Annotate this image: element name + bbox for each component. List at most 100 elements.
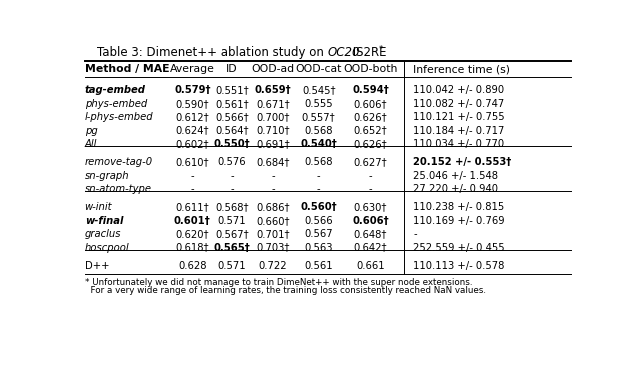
Text: -: - bbox=[317, 171, 321, 181]
Text: OOD-cat: OOD-cat bbox=[296, 64, 342, 74]
Text: 0.691†: 0.691† bbox=[256, 139, 290, 149]
Text: 27.220 +/- 0.940: 27.220 +/- 0.940 bbox=[413, 184, 499, 194]
Text: 0.686†: 0.686† bbox=[256, 202, 290, 212]
Text: 0.722: 0.722 bbox=[259, 261, 287, 271]
Text: 20.152 +/- 0.553†: 20.152 +/- 0.553† bbox=[413, 157, 511, 167]
Text: 0.545†: 0.545† bbox=[302, 85, 335, 95]
Text: * Unfortunately we did not manage to train DimeNet++ with the super node extensi: * Unfortunately we did not manage to tra… bbox=[84, 278, 472, 287]
Text: 0.626†: 0.626† bbox=[354, 112, 387, 122]
Text: -: - bbox=[191, 184, 194, 194]
Text: 0.630†: 0.630† bbox=[354, 202, 387, 212]
Text: 0.579†: 0.579† bbox=[174, 85, 211, 95]
Text: 0.652†: 0.652† bbox=[354, 126, 387, 136]
Text: 0.568†: 0.568† bbox=[215, 202, 249, 212]
Text: 0.567†: 0.567† bbox=[215, 229, 249, 239]
Text: 0.611†: 0.611† bbox=[175, 202, 209, 212]
Text: 0.576: 0.576 bbox=[218, 157, 246, 167]
Text: IS2RE: IS2RE bbox=[349, 46, 387, 58]
Text: -: - bbox=[369, 171, 372, 181]
Text: 0.568: 0.568 bbox=[305, 157, 333, 167]
Text: 110.184 +/- 0.717: 110.184 +/- 0.717 bbox=[413, 126, 504, 136]
Text: 0.659†: 0.659† bbox=[255, 85, 291, 95]
Text: -: - bbox=[369, 184, 372, 194]
Text: For a very wide range of learning rates, the training loss consistently reached : For a very wide range of learning rates,… bbox=[84, 286, 486, 295]
Text: phys-embed: phys-embed bbox=[84, 99, 147, 109]
Text: 0.601†: 0.601† bbox=[174, 216, 211, 226]
Text: 0.566: 0.566 bbox=[305, 216, 333, 226]
Text: 0.590†: 0.590† bbox=[175, 99, 209, 109]
Text: 110.113 +/- 0.578: 110.113 +/- 0.578 bbox=[413, 261, 504, 271]
Text: Table 3: Dimenet++ ablation study on: Table 3: Dimenet++ ablation study on bbox=[97, 46, 328, 58]
Text: 110.042 +/- 0.890: 110.042 +/- 0.890 bbox=[413, 85, 504, 95]
Text: 252.559 +/- 0.455: 252.559 +/- 0.455 bbox=[413, 243, 505, 253]
Text: -: - bbox=[413, 229, 417, 239]
Text: l-phys-embed: l-phys-embed bbox=[84, 112, 153, 122]
Text: 110.034 +/- 0.770: 110.034 +/- 0.770 bbox=[413, 139, 504, 149]
Text: 0.610†: 0.610† bbox=[175, 157, 209, 167]
Text: OOD-both: OOD-both bbox=[344, 64, 398, 74]
Text: Method / MAE: Method / MAE bbox=[84, 64, 169, 74]
Text: sn-graph: sn-graph bbox=[84, 171, 129, 181]
Text: 0.551†: 0.551† bbox=[215, 85, 249, 95]
Text: -: - bbox=[271, 171, 275, 181]
Text: 0.661: 0.661 bbox=[356, 261, 385, 271]
Text: 0.564†: 0.564† bbox=[215, 126, 249, 136]
Text: 0.626†: 0.626† bbox=[354, 139, 387, 149]
Text: pg: pg bbox=[84, 126, 97, 136]
Text: 0.684†: 0.684† bbox=[256, 157, 290, 167]
Text: 0.540†: 0.540† bbox=[300, 139, 337, 149]
Text: 0.550†: 0.550† bbox=[214, 139, 250, 149]
Text: 0.594†: 0.594† bbox=[352, 85, 389, 95]
Text: 0.671†: 0.671† bbox=[256, 99, 290, 109]
Text: -: - bbox=[271, 184, 275, 194]
Text: 0.565†: 0.565† bbox=[214, 243, 250, 253]
Text: 0.618†: 0.618† bbox=[175, 243, 209, 253]
Text: *: * bbox=[378, 45, 383, 54]
Text: 110.082 +/- 0.747: 110.082 +/- 0.747 bbox=[413, 99, 504, 109]
Text: 0.571: 0.571 bbox=[218, 216, 246, 226]
Text: 0.627†: 0.627† bbox=[354, 157, 387, 167]
Text: graclus: graclus bbox=[84, 229, 121, 239]
Text: OC20: OC20 bbox=[328, 46, 360, 58]
Text: 0.620†: 0.620† bbox=[175, 229, 209, 239]
Text: tag-embed: tag-embed bbox=[84, 85, 145, 95]
Text: 0.561: 0.561 bbox=[305, 261, 333, 271]
Text: 0.560†: 0.560† bbox=[300, 202, 337, 212]
Text: 0.700†: 0.700† bbox=[256, 112, 290, 122]
Text: hoscpool: hoscpool bbox=[84, 243, 129, 253]
Text: OOD-ad: OOD-ad bbox=[252, 64, 294, 74]
Text: 0.606†: 0.606† bbox=[354, 99, 387, 109]
Text: 0.602†: 0.602† bbox=[175, 139, 209, 149]
Text: w-final: w-final bbox=[84, 216, 123, 226]
Text: sn-atom-type: sn-atom-type bbox=[84, 184, 152, 194]
Text: 0.612†: 0.612† bbox=[175, 112, 209, 122]
Text: 25.046 +/- 1.548: 25.046 +/- 1.548 bbox=[413, 171, 499, 181]
Text: 0.567: 0.567 bbox=[305, 229, 333, 239]
Text: remove-tag-0: remove-tag-0 bbox=[84, 157, 153, 167]
Text: D++: D++ bbox=[84, 261, 109, 271]
Text: 0.701†: 0.701† bbox=[256, 229, 290, 239]
Text: 110.238 +/- 0.815: 110.238 +/- 0.815 bbox=[413, 202, 504, 212]
Text: 0.606†: 0.606† bbox=[352, 216, 389, 226]
Text: 0.568: 0.568 bbox=[305, 126, 333, 136]
Text: -: - bbox=[230, 184, 234, 194]
Text: -: - bbox=[230, 171, 234, 181]
Text: 0.561†: 0.561† bbox=[215, 99, 249, 109]
Text: 0.555: 0.555 bbox=[305, 99, 333, 109]
Text: 0.566†: 0.566† bbox=[215, 112, 249, 122]
Text: 110.169 +/- 0.769: 110.169 +/- 0.769 bbox=[413, 216, 505, 226]
Text: w-init: w-init bbox=[84, 202, 112, 212]
Text: All: All bbox=[84, 139, 97, 149]
Text: 0.642†: 0.642† bbox=[354, 243, 387, 253]
Text: ID: ID bbox=[226, 64, 237, 74]
Text: 0.648†: 0.648† bbox=[354, 229, 387, 239]
Text: Inference time (s): Inference time (s) bbox=[413, 64, 510, 74]
Text: Average: Average bbox=[170, 64, 215, 74]
Text: 0.628: 0.628 bbox=[178, 261, 207, 271]
Text: 0.571: 0.571 bbox=[218, 261, 246, 271]
Text: 0.624†: 0.624† bbox=[175, 126, 209, 136]
Text: -: - bbox=[317, 184, 321, 194]
Text: 0.563: 0.563 bbox=[305, 243, 333, 253]
Text: 0.710†: 0.710† bbox=[256, 126, 290, 136]
Text: 0.660†: 0.660† bbox=[256, 216, 290, 226]
